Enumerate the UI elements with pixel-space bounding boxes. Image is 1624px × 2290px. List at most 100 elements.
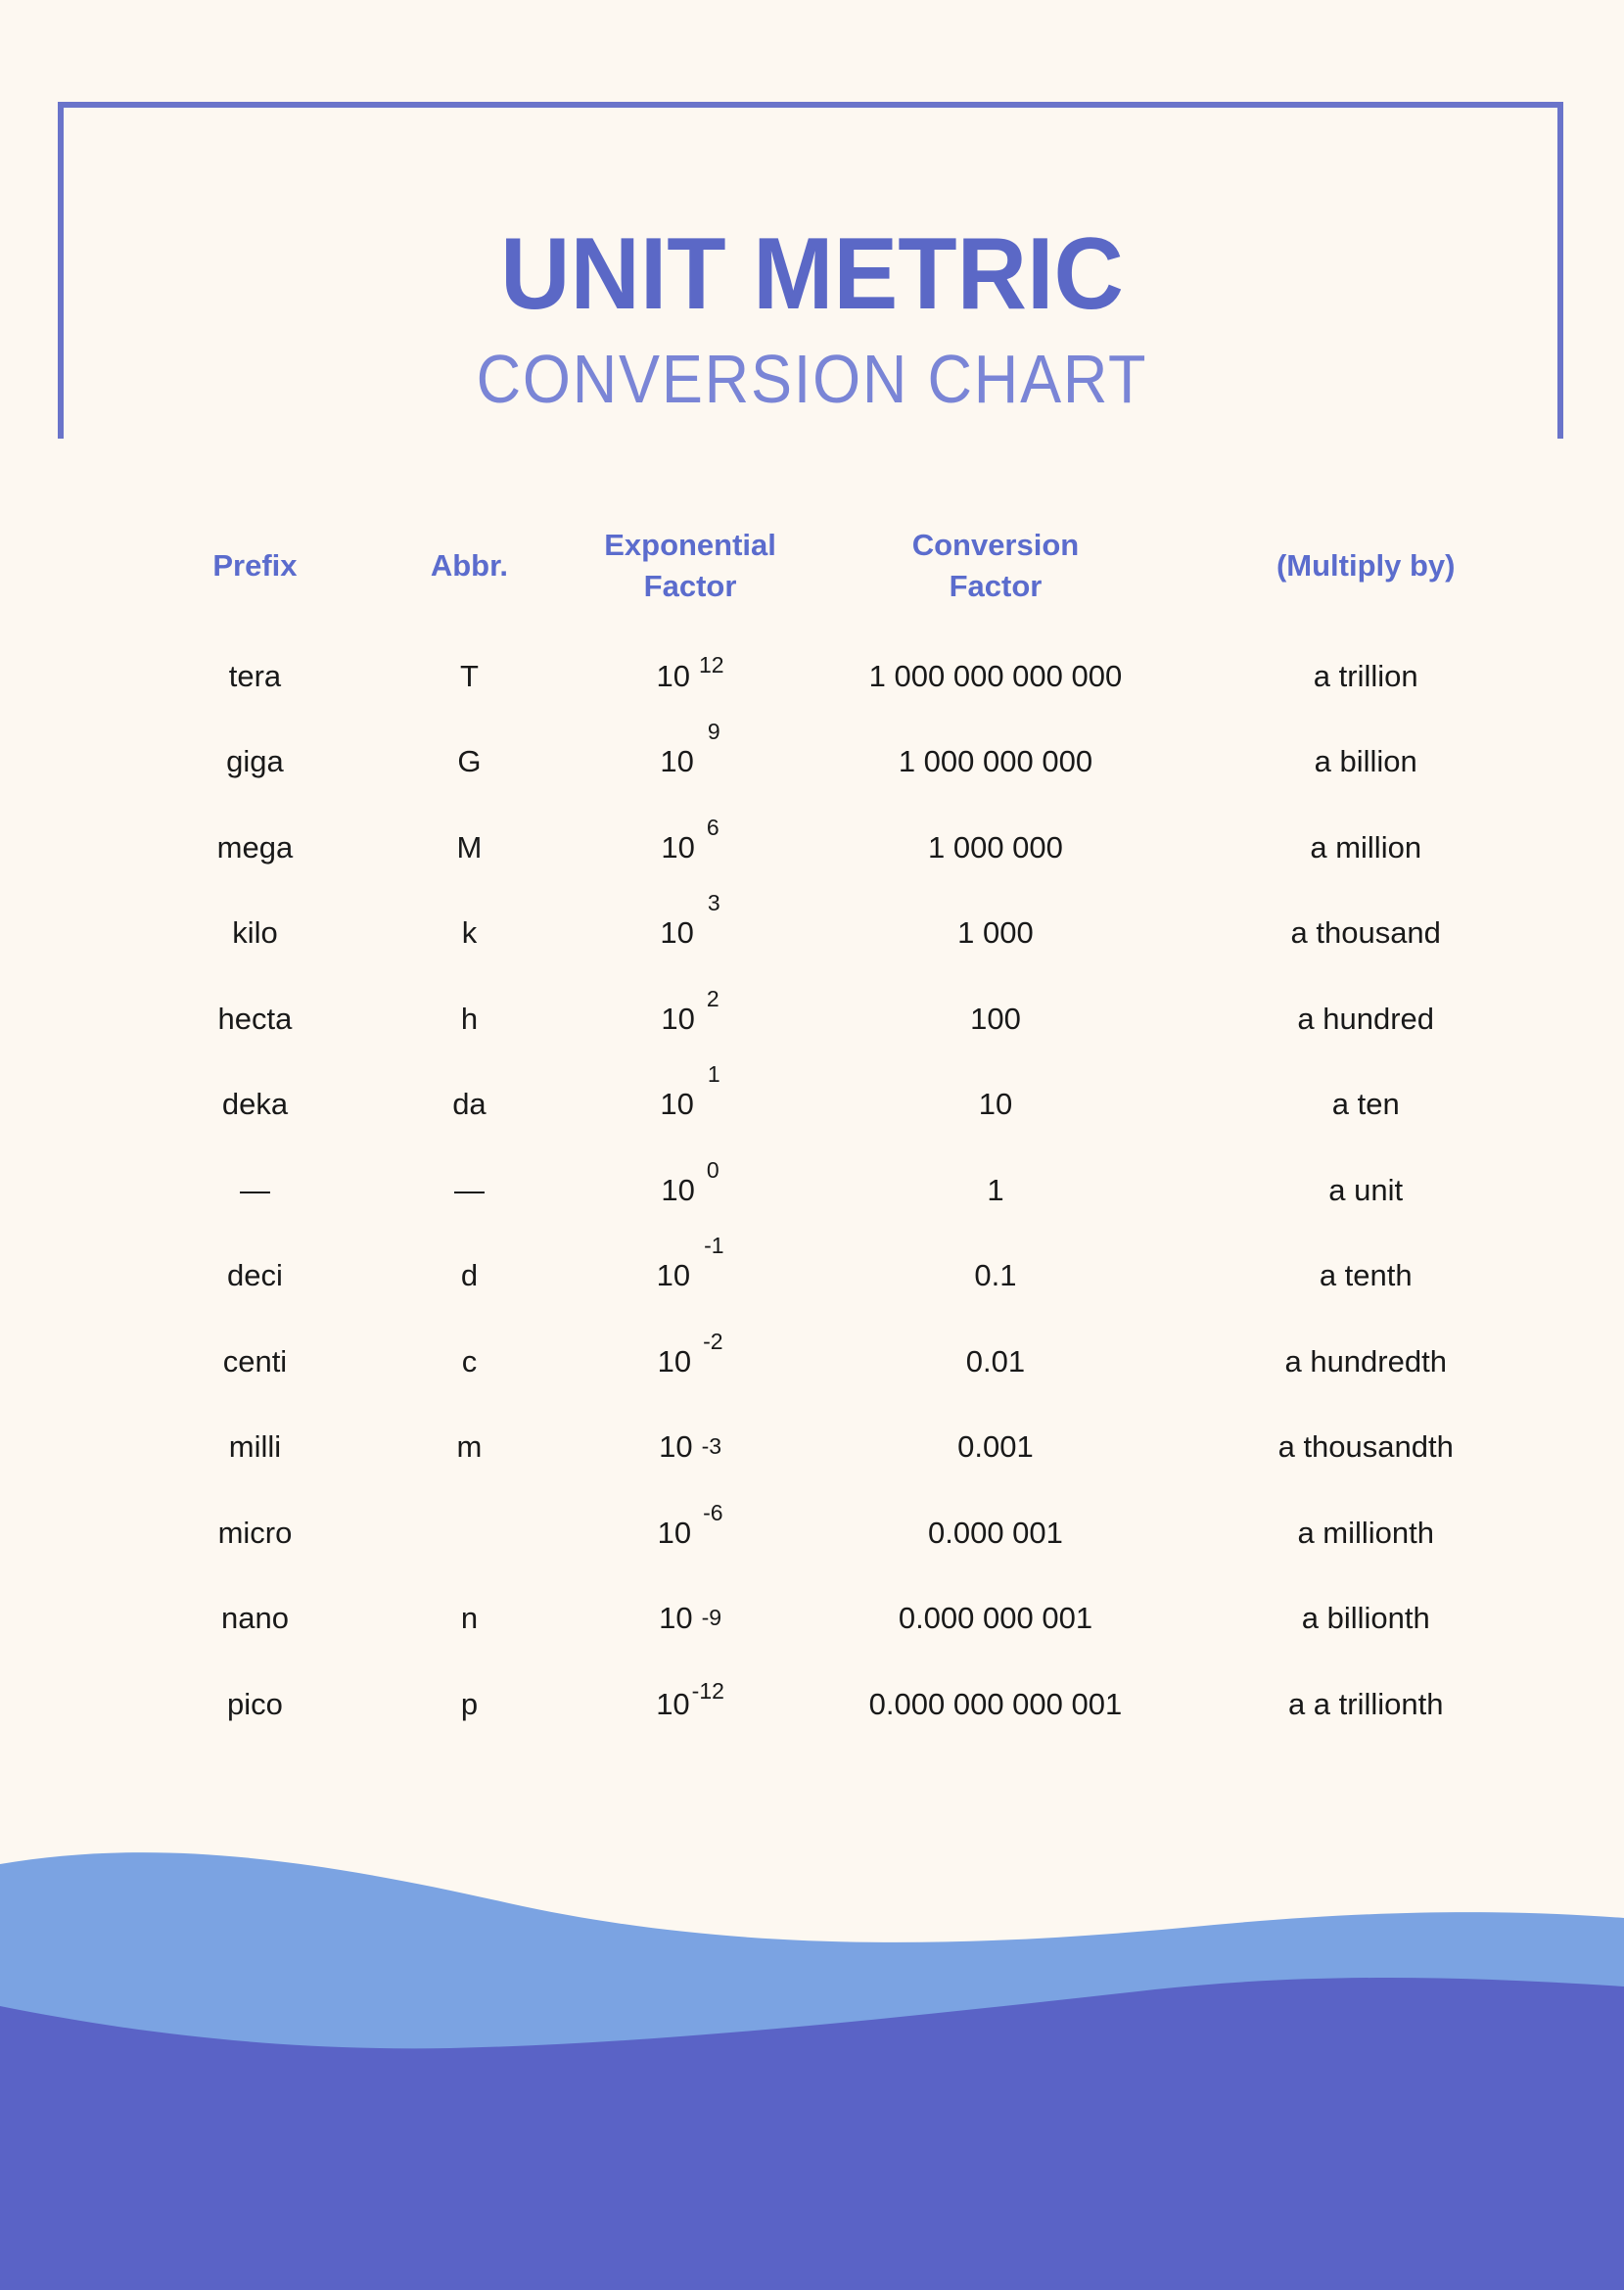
column-header-multiply-by: (Multiply by) [1276,548,1456,584]
exponential-factor-cell: 10 -3 [659,1429,721,1465]
title-frame-border [58,102,1563,439]
table-row: deci d 10 -1 0.1 a tenth [0,1233,1624,1320]
multiply-by-cell: a billion [1314,744,1417,779]
multiply-by-cell: a trillion [1313,658,1418,693]
exponent-base: 10 [656,658,691,693]
abbr-cell: M [456,829,483,865]
abbr-cell: k [461,915,478,951]
exponent-base: 10 [660,1087,694,1122]
exponent-superscript: 1 [707,1061,720,1088]
conversion-factor-cell: 1 [987,1172,1004,1207]
exponent-superscript: -1 [704,1233,724,1259]
conversion-factor-cell: 0.000 000 001 [898,1601,1093,1636]
table-header-row: Prefix Abbr. Exponential Factor Conversi… [0,512,1624,620]
prefix-cell: centi [222,1343,288,1379]
table-row: nano n 10 -9 0.000 000 001 a billionth [0,1576,1624,1662]
exponential-factor-cell: 10-12 [656,1678,724,1722]
conversion-table: Prefix Abbr. Exponential Factor Conversi… [0,512,1624,1748]
exponent-superscript: 2 [706,985,719,1011]
conversion-factor-cell: 0.001 [957,1429,1034,1465]
abbr-cell: h [460,1001,479,1036]
abbr-cell: d [460,1258,479,1293]
exponent-base: 10 [660,744,694,779]
conversion-factor-cell: 0.000 001 [927,1515,1063,1550]
prefix-cell: kilo [232,915,278,951]
exponential-factor-cell: 10 2 [661,986,719,1037]
exponent-base: 10 [659,1601,693,1636]
prefix-cell: — [239,1172,270,1207]
conversion-factor-cell: 100 [970,1001,1021,1036]
exponent-superscript: -9 [701,1605,722,1631]
exponential-factor-cell: 10 -2 [657,1329,723,1379]
conversion-factor-cell: 10 [978,1087,1013,1122]
exponential-factor-cell: 10 -1 [657,1233,724,1293]
abbr-cell: p [460,1686,479,1721]
conversion-factor-cell: 1 000 [957,915,1034,951]
conversion-factor-cell: 1 000 000 [927,829,1063,865]
exponent-base: 10 [657,1343,692,1379]
multiply-by-cell: a billionth [1301,1601,1430,1636]
multiply-by-cell: a thousand [1290,915,1441,951]
exponent-base: 10 [657,1515,692,1550]
abbr-cell: T [459,658,479,693]
exponential-factor-cell: 10 9 [660,719,719,779]
conversion-factor-cell: 1 000 000 000 [898,744,1093,779]
exponent-base: 10 [660,915,694,951]
exponential-factor-cell: 10 6 [661,815,719,865]
table-row: centi c 10 -2 0.01 a hundredth [0,1319,1624,1405]
exponent-base: 10 [661,829,695,865]
exponent-superscript: -2 [703,1328,723,1354]
exponent-base: 10 [661,1172,695,1207]
table-row: pico p 10-12 0.000 000 000 001 a a trilliont… [0,1661,1624,1748]
exponent-superscript: -3 [701,1433,722,1460]
exponent-superscript: 3 [707,890,720,916]
table-row: milli m 10 -3 0.001 a thousandth [0,1405,1624,1491]
table-row: tera T 10 12 1 000 000 000 000 a trillion [0,633,1624,720]
abbr-cell: G [457,744,482,779]
conversion-factor-cell: 0.1 [974,1258,1017,1293]
prefix-cell: deci [227,1258,283,1293]
multiply-by-cell: a thousandth [1277,1429,1454,1465]
abbr-cell: — [453,1172,485,1207]
table-body: tera T 10 12 1 000 000 000 000 a trillion giga… [0,633,1624,1748]
prefix-cell: milli [228,1429,282,1465]
multiply-by-cell: a hundredth [1284,1343,1447,1379]
wave-decoration [0,1852,1624,2290]
table-row: hecta h 10 2 100 a hundred [0,976,1624,1062]
multiply-by-cell: a million [1310,829,1422,865]
column-header-abbr: Abbr. [430,548,509,584]
prefix-cell: tera [228,658,282,693]
prefix-cell: giga [226,744,284,779]
abbr-cell: c [461,1343,478,1379]
abbr-cell: da [452,1087,487,1122]
prefix-cell: hecta [217,1001,293,1036]
prefix-cell: nano [220,1601,289,1636]
table-row: mega M 10 6 1 000 000 a million [0,805,1624,891]
multiply-by-cell: a ten [1331,1087,1400,1122]
prefix-cell: pico [227,1686,283,1721]
multiply-by-cell: a a trillionth [1287,1686,1444,1721]
exponential-factor-cell: 10 12 [656,652,724,694]
exponent-superscript: -12 [691,1677,724,1704]
exponent-base: 10 [661,1001,695,1036]
exponent-superscript: 0 [706,1156,719,1183]
page-subtitle: CONVERSION CHART [476,341,1148,417]
exponential-factor-cell: 10 0 [661,1157,719,1208]
exponent-superscript: 9 [707,719,720,745]
table-row: giga G 10 9 1 000 000 000 a billion [0,719,1624,806]
prefix-cell: micro [217,1515,293,1550]
exponent-superscript: -6 [703,1499,723,1525]
exponent-base: 10 [656,1686,690,1721]
conversion-factor-cell: 1 000 000 000 000 [868,658,1123,693]
multiply-by-cell: a millionth [1297,1515,1434,1550]
column-header-conversion-factor: Conversion Factor [911,528,1080,603]
abbr-cell: n [460,1601,479,1636]
table-row: micro 10 -6 0.000 001 a millionth [0,1490,1624,1576]
column-header-exponential-factor: Exponential Factor [604,528,776,603]
prefix-cell: deka [221,1087,289,1122]
exponent-superscript: 6 [706,814,719,840]
table-row: — — 10 0 1 a unit [0,1147,1624,1234]
table-row: deka da 10 1 10 a ten [0,1061,1624,1148]
conversion-factor-cell: 0.000 000 000 001 [868,1686,1123,1721]
column-header-prefix: Prefix [212,548,298,584]
